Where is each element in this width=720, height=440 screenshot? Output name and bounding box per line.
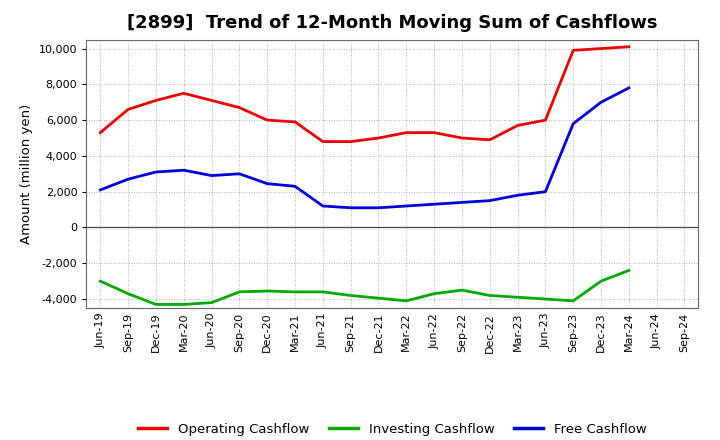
Operating Cashflow <box>430 130 438 135</box>
Free Cashflow <box>96 187 104 193</box>
Operating Cashflow <box>624 44 633 49</box>
Free Cashflow <box>207 173 216 178</box>
Free Cashflow <box>346 205 355 210</box>
Free Cashflow <box>152 169 161 175</box>
Investing Cashflow <box>152 302 161 307</box>
Operating Cashflow <box>124 107 132 112</box>
Investing Cashflow <box>624 268 633 273</box>
Operating Cashflow <box>263 117 271 123</box>
Operating Cashflow <box>458 136 467 141</box>
Operating Cashflow <box>402 130 410 135</box>
Operating Cashflow <box>485 137 494 143</box>
Free Cashflow <box>263 181 271 186</box>
Free Cashflow <box>569 121 577 126</box>
Free Cashflow <box>402 203 410 209</box>
Operating Cashflow <box>152 98 161 103</box>
Free Cashflow <box>235 171 243 176</box>
Operating Cashflow <box>513 123 522 128</box>
Investing Cashflow <box>124 291 132 296</box>
Operating Cashflow <box>207 98 216 103</box>
Line: Operating Cashflow: Operating Cashflow <box>100 47 629 142</box>
Investing Cashflow <box>541 297 550 302</box>
Investing Cashflow <box>291 289 300 294</box>
Operating Cashflow <box>346 139 355 144</box>
Investing Cashflow <box>569 298 577 304</box>
Line: Investing Cashflow: Investing Cashflow <box>100 271 629 304</box>
Operating Cashflow <box>235 105 243 110</box>
Free Cashflow <box>124 176 132 182</box>
Free Cashflow <box>624 85 633 91</box>
Title: [2899]  Trend of 12-Month Moving Sum of Cashflows: [2899] Trend of 12-Month Moving Sum of C… <box>127 15 657 33</box>
Operating Cashflow <box>374 136 383 141</box>
Free Cashflow <box>458 200 467 205</box>
Investing Cashflow <box>346 293 355 298</box>
Investing Cashflow <box>458 287 467 293</box>
Free Cashflow <box>291 183 300 189</box>
Investing Cashflow <box>318 289 327 294</box>
Operating Cashflow <box>96 130 104 135</box>
Free Cashflow <box>597 99 606 105</box>
Operating Cashflow <box>541 117 550 123</box>
Y-axis label: Amount (million yen): Amount (million yen) <box>20 104 33 244</box>
Operating Cashflow <box>179 91 188 96</box>
Investing Cashflow <box>96 279 104 284</box>
Investing Cashflow <box>207 300 216 305</box>
Free Cashflow <box>485 198 494 203</box>
Free Cashflow <box>179 168 188 173</box>
Free Cashflow <box>513 193 522 198</box>
Operating Cashflow <box>597 46 606 51</box>
Investing Cashflow <box>513 295 522 300</box>
Free Cashflow <box>374 205 383 210</box>
Investing Cashflow <box>485 293 494 298</box>
Investing Cashflow <box>235 289 243 294</box>
Operating Cashflow <box>318 139 327 144</box>
Free Cashflow <box>541 189 550 194</box>
Investing Cashflow <box>430 291 438 296</box>
Investing Cashflow <box>402 298 410 304</box>
Legend: Operating Cashflow, Investing Cashflow, Free Cashflow: Operating Cashflow, Investing Cashflow, … <box>133 418 652 440</box>
Free Cashflow <box>430 202 438 207</box>
Line: Free Cashflow: Free Cashflow <box>100 88 629 208</box>
Investing Cashflow <box>263 288 271 293</box>
Operating Cashflow <box>291 119 300 125</box>
Operating Cashflow <box>569 48 577 53</box>
Investing Cashflow <box>374 296 383 301</box>
Free Cashflow <box>318 203 327 209</box>
Investing Cashflow <box>597 279 606 284</box>
Investing Cashflow <box>179 302 188 307</box>
